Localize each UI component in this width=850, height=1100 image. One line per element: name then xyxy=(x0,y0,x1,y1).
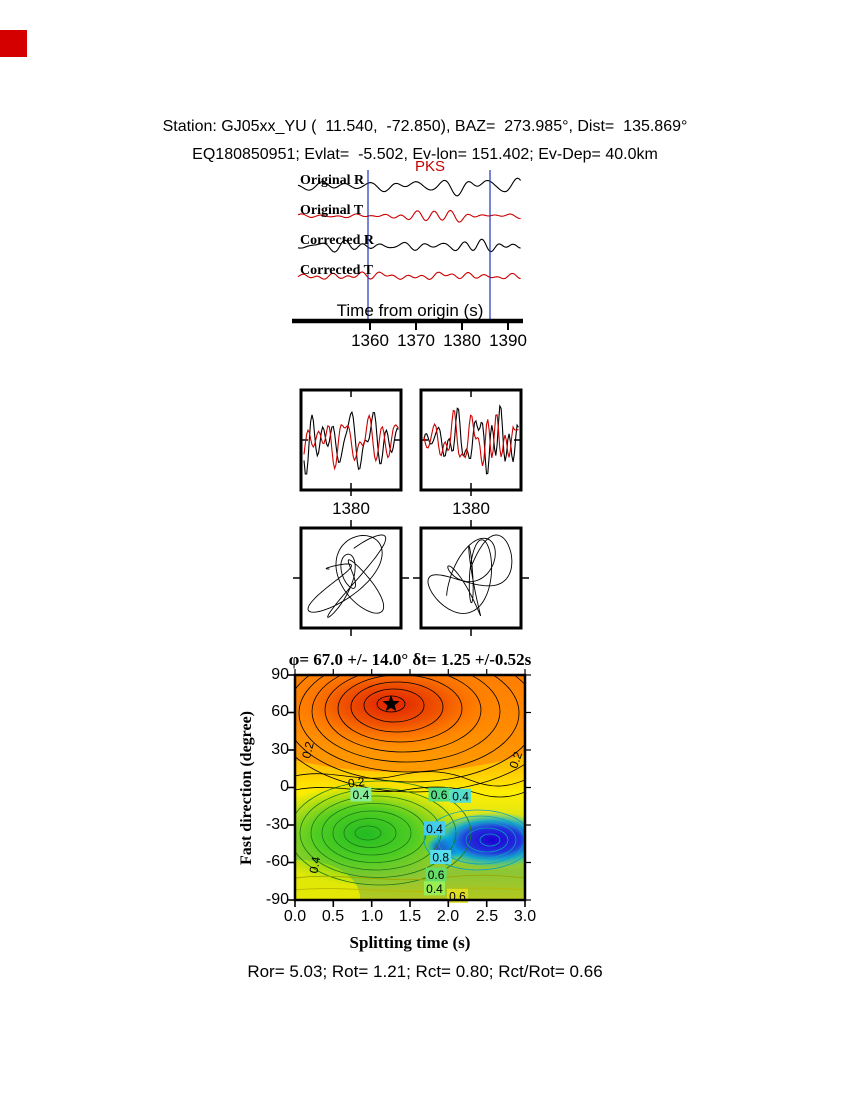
station-header: Station: GJ05xx_YU ( 11.540, -72.850), B… xyxy=(162,118,688,135)
seismogram-trace xyxy=(297,177,522,197)
svg-text:0.4: 0.4 xyxy=(353,788,370,802)
contour-label: 0.4 xyxy=(424,821,445,836)
ytick: 90 xyxy=(271,666,289,683)
time-tick: 1360 xyxy=(351,331,389,350)
svg-text:0.4: 0.4 xyxy=(452,789,469,803)
xtick: 3.0 xyxy=(513,908,537,925)
particle-motion-box xyxy=(419,526,523,630)
contour-label: 0.4 xyxy=(307,855,324,874)
contour-label: 0.2 xyxy=(506,749,525,770)
xtick: 2.5 xyxy=(475,908,499,925)
seismogram-trace xyxy=(297,271,521,280)
splitting-xlabel: Splitting time (s) xyxy=(349,933,471,952)
trace-label-original-r: Original R xyxy=(300,173,365,188)
ytick: -60 xyxy=(265,853,289,870)
xtick: 2.0 xyxy=(436,908,460,925)
svg-text:0.4: 0.4 xyxy=(426,822,443,836)
corner-mark xyxy=(0,30,27,57)
window-wave-radial xyxy=(423,404,519,475)
phase-label: PKS xyxy=(414,158,445,175)
svg-text:0.2: 0.2 xyxy=(506,749,525,770)
ytick: -90 xyxy=(265,891,289,908)
contour-label: 0.4 xyxy=(350,787,372,802)
svg-text:0.2: 0.2 xyxy=(347,774,366,790)
particle-motion-curve xyxy=(307,534,387,618)
ytick: 0 xyxy=(280,778,289,795)
particle-motion-box xyxy=(299,526,403,630)
stats-footer: Ror= 5.03; Rot= 1.21; Rct= 0.80; Rct/Rot… xyxy=(247,962,603,981)
time-tick: 1370 xyxy=(397,331,435,350)
trace-label-corrected-r: Corrected R xyxy=(300,233,374,248)
ytick: 60 xyxy=(271,703,289,720)
window-wave-transverse xyxy=(303,413,399,471)
time-tick: 1390 xyxy=(489,331,527,350)
trace-label-corrected-t: Corrected T xyxy=(300,263,373,278)
seismogram-trace xyxy=(297,209,521,223)
window-tick-right: 1380 xyxy=(452,499,490,518)
contour-label: 0.6 xyxy=(428,787,450,802)
svg-text:0.4: 0.4 xyxy=(426,882,443,896)
xtick: 1.0 xyxy=(360,908,384,925)
contour-label: 0.6 xyxy=(425,867,447,882)
xtick: 0.5 xyxy=(321,908,345,925)
time-axis-label: Time from origin (s) xyxy=(336,301,484,320)
xtick: 0.0 xyxy=(283,908,307,925)
svg-text:0.4: 0.4 xyxy=(307,855,324,874)
seismogram-trace xyxy=(297,238,521,253)
best-solution-star xyxy=(382,695,400,712)
svg-text:0.2: 0.2 xyxy=(299,740,317,760)
svg-text:0.8: 0.8 xyxy=(432,851,449,865)
ytick: 30 xyxy=(271,741,289,758)
svg-text:0.6: 0.6 xyxy=(431,788,448,802)
svg-text:0.6: 0.6 xyxy=(428,868,445,882)
time-tick: 1380 xyxy=(443,331,481,350)
xtick: 1.5 xyxy=(398,908,422,925)
event-header: EQ180850951; Evlat= -5.502, Ev-lon= 151.… xyxy=(192,146,658,163)
trace-label-original-t: Original T xyxy=(300,203,364,218)
ytick: -30 xyxy=(265,816,289,833)
window-wave-radial xyxy=(303,410,399,475)
window-tick-left: 1380 xyxy=(332,499,370,518)
contour-label: 0.2 xyxy=(299,740,317,760)
contour-label: 0.4 xyxy=(450,788,472,803)
contour-label: 0.8 xyxy=(430,850,452,865)
contour-label: 0.4 xyxy=(424,881,445,896)
particle-motion-curve xyxy=(427,534,513,616)
splitting-title: φ= 67.0 +/- 14.0° δt= 1.25 +/-0.52s xyxy=(288,650,532,669)
window-wave-transverse xyxy=(423,409,519,467)
contour-label: 0.2 xyxy=(347,774,366,790)
